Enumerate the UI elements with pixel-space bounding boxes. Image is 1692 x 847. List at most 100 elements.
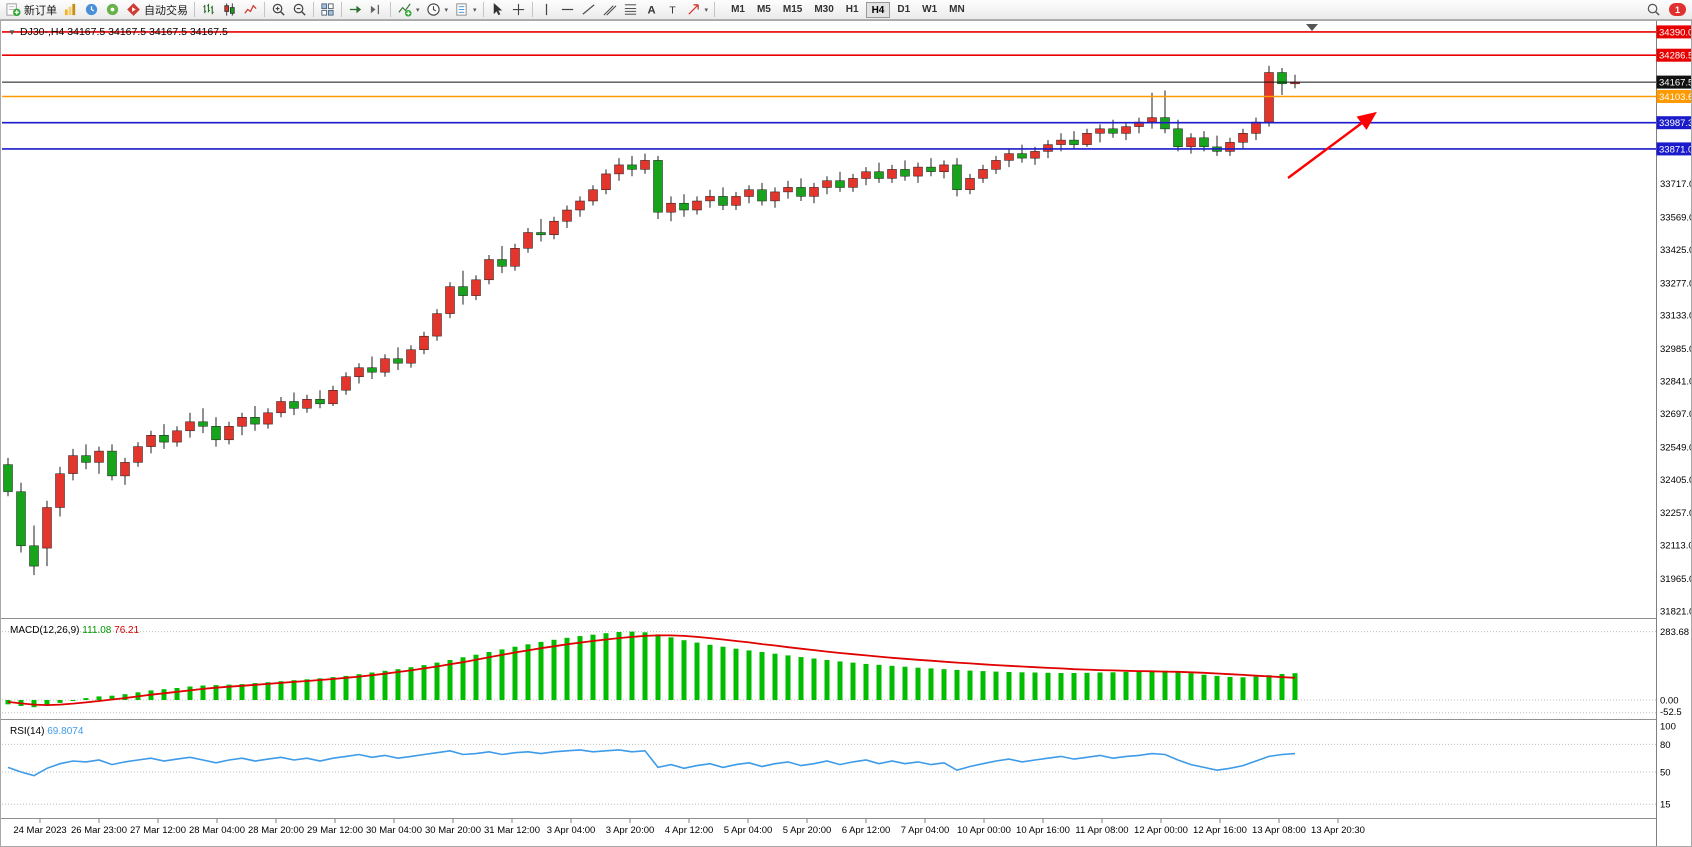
charts-button[interactable]	[60, 1, 81, 19]
timeframe-w1-button[interactable]: W1	[922, 3, 938, 15]
indicators-button[interactable]: ▾	[394, 1, 423, 19]
trendline-button[interactable]	[578, 1, 599, 19]
toolbar-separator	[390, 2, 391, 17]
bar-chart-icon	[203, 3, 214, 15]
label-icon: T	[669, 5, 676, 16]
crosshair-icon	[512, 3, 524, 16]
hline-icon	[561, 8, 573, 11]
timeframe-m5-button[interactable]: M5	[756, 3, 771, 15]
chart-canvas[interactable]: 33717.0 33569.0 33425.0 33277.0 33133.0 32985…	[0, 20, 1692, 847]
text-label-button[interactable]: T	[662, 1, 683, 19]
svg-text:33717.0: 33717.0	[1660, 179, 1692, 190]
toolbar-separator	[531, 2, 533, 17]
navigator-button[interactable]	[102, 1, 123, 19]
rsi-line	[7, 749, 1296, 777]
text-button[interactable]: A	[641, 1, 662, 19]
svg-text:31 Mar 12:00: 31 Mar 12:00	[484, 825, 540, 836]
crosshair-button[interactable]	[508, 1, 529, 19]
panel-splitters[interactable]	[0, 618, 1692, 819]
indicators-icon	[398, 3, 412, 17]
new-order-button[interactable]: 新订单	[3, 1, 60, 19]
svg-text:T: T	[669, 5, 676, 16]
svg-text:34103.6: 34103.6	[1659, 92, 1692, 103]
rsi-label: RSI(14) 69.8074	[10, 726, 84, 737]
arrows-button[interactable]: ▾	[683, 1, 712, 19]
search-button[interactable]	[1643, 1, 1664, 19]
chevron-down-icon: ▾	[704, 6, 709, 14]
timeframe-m30-button[interactable]: M30	[814, 3, 834, 15]
zoom-out-button[interactable]	[289, 1, 310, 19]
svg-text:26 Mar 23:00: 26 Mar 23:00	[71, 825, 127, 836]
price-axis[interactable]: 33717.0 33569.0 33425.0 33277.0 33133.0 32985…	[1660, 179, 1692, 811]
zoom-in-button[interactable]	[268, 1, 289, 19]
svg-text:6 Apr 12:00: 6 Apr 12:00	[842, 825, 891, 836]
trend-arrow-annotation[interactable]	[1287, 111, 1377, 179]
toolbar-separator	[714, 2, 716, 17]
equidistant-channel-button[interactable]	[599, 1, 620, 19]
candlestick-bodies	[3, 72, 1300, 567]
timeframe-m15-button[interactable]: M15	[782, 3, 803, 15]
search-icon	[1647, 3, 1660, 16]
collapse-triangle-icon: ▼	[8, 28, 16, 37]
price-tag: 34103.6	[1656, 90, 1692, 103]
svg-text:32257.0: 32257.0	[1660, 508, 1692, 519]
svg-text:13 Apr 20:30: 13 Apr 20:30	[1311, 825, 1365, 836]
toolbar-right: 1	[1643, 1, 1689, 19]
tile-windows-button[interactable]	[317, 1, 338, 19]
line-chart-button[interactable]	[240, 1, 261, 19]
svg-text:30 Mar 04:00: 30 Mar 04:00	[366, 825, 422, 836]
trendline-icon	[582, 4, 595, 15]
bar-chart-button[interactable]	[198, 1, 219, 19]
timeframe-mn-button[interactable]: MN	[949, 3, 965, 15]
periods-button[interactable]: ▾	[423, 1, 452, 19]
templates-button[interactable]: ▾	[451, 1, 480, 19]
market-watch-button[interactable]	[81, 1, 102, 19]
price-tag: 33987.3	[1656, 116, 1692, 130]
toolbar-separator	[341, 2, 342, 17]
arrows-icon	[687, 4, 699, 15]
svg-text:27 Mar 12:00: 27 Mar 12:00	[130, 825, 186, 836]
svg-text:31821.0: 31821.0	[1660, 606, 1692, 617]
fibonacci-button[interactable]	[620, 1, 641, 19]
svg-text:32697.0: 32697.0	[1660, 409, 1692, 420]
toolbar-separator	[264, 2, 265, 17]
chart-window[interactable]: 33717.0 33569.0 33425.0 33277.0 33133.0 32985…	[0, 20, 1692, 847]
auto-scroll-icon	[349, 5, 362, 14]
autotrade-label: 自动交易	[144, 4, 188, 17]
svg-text:5 Apr 20:00: 5 Apr 20:00	[783, 825, 832, 836]
svg-text:28 Mar 04:00: 28 Mar 04:00	[189, 825, 245, 836]
horizontal-line-objects[interactable]	[2, 31, 1657, 150]
svg-text:32985.0: 32985.0	[1660, 344, 1692, 355]
notification-badge[interactable]: 1	[1669, 3, 1686, 16]
vertical-line-button[interactable]	[536, 1, 557, 19]
autotrade-button[interactable]: 自动交易	[123, 1, 191, 19]
chart-shift-marker[interactable]	[1306, 24, 1318, 31]
new-order-icon	[6, 3, 21, 17]
svg-text:50: 50	[1660, 768, 1671, 779]
horizontal-line-button[interactable]	[557, 1, 578, 19]
timeframe-m1-button[interactable]: M1	[731, 3, 745, 15]
price-tag: 34390.0	[1656, 25, 1692, 39]
tile-windows-icon	[321, 3, 334, 16]
candlestick-chart-button[interactable]	[219, 1, 240, 19]
svg-text:34167.5: 34167.5	[1659, 78, 1692, 89]
text-icon: A	[647, 4, 655, 16]
navigator-icon	[106, 3, 119, 16]
time-axis[interactable]: 24 Mar 2023 26 Mar 23:00 27 Mar 12:00 28 Ma…	[13, 818, 1365, 837]
timeframe-h1-button[interactable]: H1	[845, 3, 859, 15]
auto-scroll-button[interactable]	[345, 1, 366, 19]
price-tag: 34286.5	[1656, 48, 1692, 62]
macd-histogram	[5, 631, 1298, 708]
chart-shift-button[interactable]	[366, 1, 387, 19]
svg-text:33133.0: 33133.0	[1660, 311, 1692, 322]
svg-text:12 Apr 00:00: 12 Apr 00:00	[1134, 825, 1188, 836]
svg-text:3 Apr 20:00: 3 Apr 20:00	[606, 825, 655, 836]
svg-text:32113.0: 32113.0	[1660, 541, 1692, 552]
cursor-button[interactable]	[487, 1, 508, 19]
svg-text:283.68: 283.68	[1660, 627, 1689, 638]
svg-text:0.00: 0.00	[1660, 696, 1679, 707]
market-watch-icon	[85, 3, 98, 16]
timeframe-d1-button[interactable]: D1	[897, 3, 911, 15]
timeframe-h4-button[interactable]: H4	[865, 1, 891, 18]
price-tag: 33871.0	[1656, 142, 1692, 156]
